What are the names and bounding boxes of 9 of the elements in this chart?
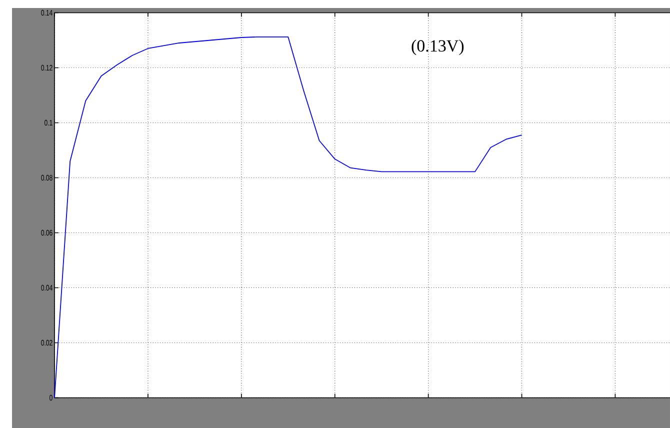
- y-tick-label: 0.02: [41, 340, 52, 346]
- y-tick-label: 0.1: [44, 120, 52, 126]
- y-tick-label: 0.04: [41, 284, 52, 291]
- y-tick-label: 0.14: [41, 10, 52, 16]
- y-tick-label: 0.08: [41, 174, 52, 181]
- y-tick-label: 0.12: [41, 64, 52, 71]
- y-tick-label: 0: [50, 394, 52, 401]
- annotation: (0.13V): [412, 40, 464, 56]
- y-tick-label: 0.06: [41, 230, 52, 236]
